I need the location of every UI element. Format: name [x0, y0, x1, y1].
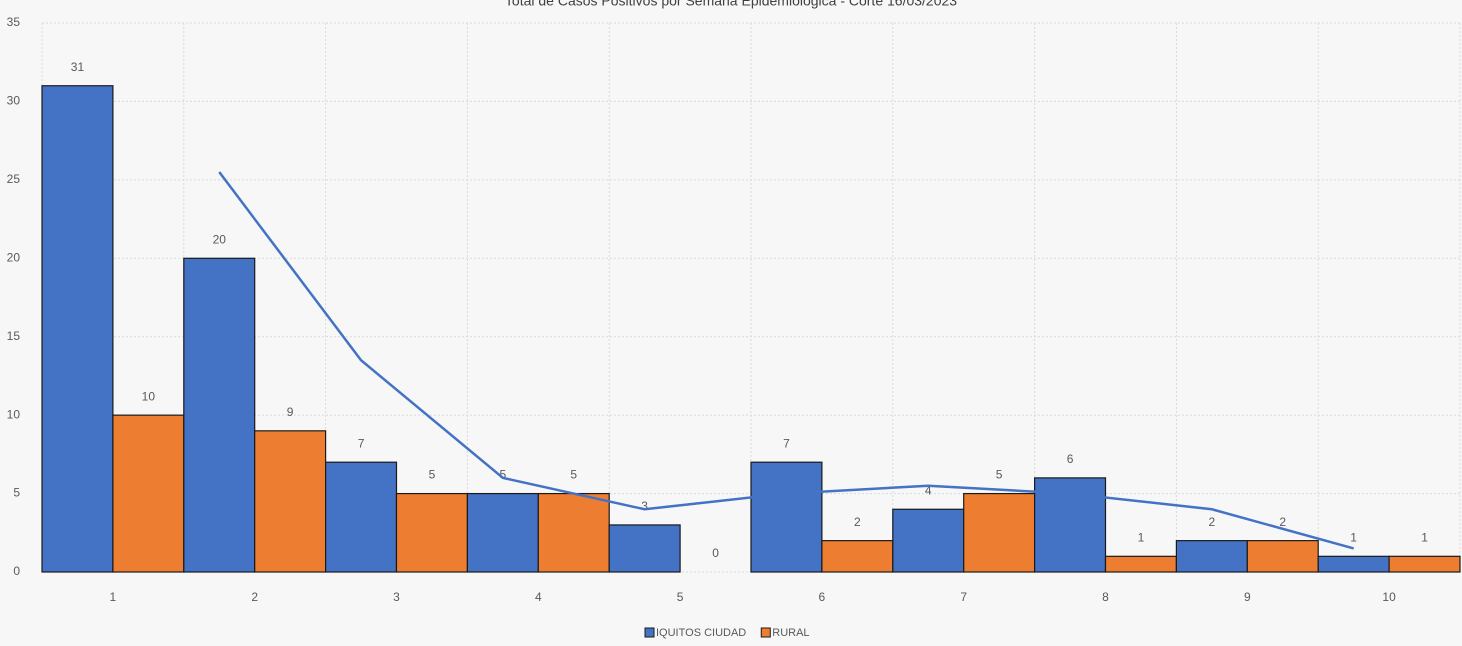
- data-label: 10: [142, 389, 156, 403]
- bar: [1388, 555, 1461, 573]
- data-label: 7: [783, 436, 790, 450]
- legend-swatch: [644, 627, 655, 638]
- x-tick-label: 8: [1102, 590, 1109, 604]
- bar: [254, 430, 327, 573]
- y-tick-label: 5: [13, 486, 20, 500]
- data-label: 2: [1209, 515, 1216, 529]
- x-tick-label: 9: [1244, 590, 1251, 604]
- bar: [963, 492, 1036, 573]
- x-tick-label: 7: [960, 590, 967, 604]
- trend-line: [218, 171, 1354, 550]
- legend-label: RURAL: [772, 627, 809, 639]
- y-tick-label: 20: [7, 250, 21, 264]
- data-label: 2: [1279, 515, 1286, 529]
- legend-label: IQUITOS CIUDAD: [656, 627, 746, 639]
- x-tick-label: 6: [819, 590, 826, 604]
- bar: [750, 461, 823, 573]
- chart-title: Total de Casos Positivos por Semana Epid…: [505, 0, 957, 9]
- data-label: 9: [287, 405, 294, 419]
- data-label: 3: [641, 499, 648, 513]
- data-label: 20: [213, 232, 227, 246]
- bar: [41, 85, 114, 573]
- bar: [112, 414, 185, 573]
- data-label: 5: [570, 468, 577, 482]
- y-tick-label: 35: [7, 15, 21, 29]
- data-label: 7: [358, 436, 365, 450]
- data-label: 1: [1350, 530, 1357, 544]
- bar: [1104, 555, 1178, 573]
- y-tick-label: 0: [13, 564, 20, 578]
- bar: [608, 524, 681, 573]
- data-label: 2: [854, 515, 861, 529]
- data-label: 6: [1067, 452, 1074, 466]
- x-tick-label: 5: [677, 590, 684, 604]
- data-label: 5: [500, 468, 507, 482]
- data-label: 1: [1421, 530, 1428, 544]
- bar: [183, 257, 256, 573]
- data-label: 5: [429, 468, 436, 482]
- bar: [892, 508, 965, 573]
- bar: [1317, 555, 1390, 573]
- y-tick-label: 10: [7, 407, 21, 421]
- y-tick-label: 30: [7, 94, 21, 108]
- y-tick-label: 25: [7, 172, 21, 186]
- x-tick-label: 10: [1382, 590, 1396, 604]
- x-tick-label: 1: [110, 590, 117, 604]
- data-label: 4: [925, 483, 932, 497]
- bar: [395, 492, 469, 573]
- data-label: 1: [1138, 530, 1145, 544]
- legend-swatch: [760, 627, 771, 638]
- data-label: 0: [712, 546, 719, 560]
- bar: [466, 492, 539, 573]
- x-tick-label: 2: [251, 590, 258, 604]
- x-tick-label: 3: [393, 590, 400, 604]
- bar: [1246, 540, 1319, 573]
- bar: [821, 540, 894, 573]
- bar: [537, 492, 610, 573]
- y-tick-label: 15: [7, 329, 21, 343]
- x-tick-label: 4: [535, 590, 542, 604]
- data-label: 31: [71, 60, 85, 74]
- bar: [1175, 540, 1248, 573]
- data-label: 5: [996, 468, 1003, 482]
- bar: [325, 461, 398, 573]
